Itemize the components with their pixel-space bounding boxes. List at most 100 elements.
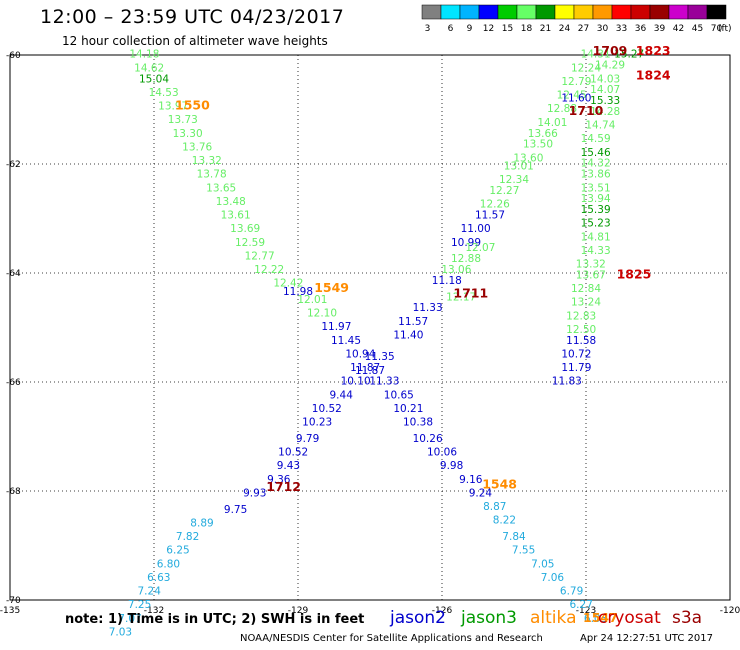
colorbar-swatch: [554, 4, 575, 20]
wave-value-label: 12.34: [499, 174, 529, 186]
colorbar-swatch: [630, 4, 651, 20]
pass-time-label: 1548: [482, 476, 517, 491]
lon-tick-label: -120: [720, 606, 740, 616]
wave-value-label: 9.16: [459, 474, 483, 486]
pass-time-label: 1825: [617, 266, 652, 281]
wave-value-label: 13.06: [441, 264, 471, 276]
wave-value-label: 13.97: [158, 101, 188, 113]
colorbar-label: 70: [711, 24, 723, 34]
wave-value-label: 8.89: [190, 517, 213, 529]
wave-value-label: 13.50: [523, 139, 553, 151]
wave-value-label: 12.88: [547, 103, 577, 115]
wave-value-label: 12.88: [451, 253, 481, 265]
colorbar: 3 6 9 12 15 18 21 24 27 30 33 36 39 42 45 70(ft): [421, 4, 732, 34]
wave-value-label: 11.83: [552, 376, 582, 388]
wave-value-label: 10.06: [427, 447, 457, 459]
wave-value-label: 7.24: [138, 586, 162, 598]
wave-value-label: 7.07: [118, 613, 141, 625]
wave-value-label: 11.57: [398, 316, 428, 328]
pass-time-label: 1824: [636, 68, 671, 83]
wave-value-label: 13.51: [581, 182, 611, 194]
colorbar-swatch: [421, 4, 442, 20]
wave-value-label: 11.97: [321, 321, 351, 333]
colorbar-swatch: [516, 4, 537, 20]
colorbar-swatch: [611, 4, 632, 20]
note-text: note: 1) Time is in UTC; 2) SWH is in fe…: [65, 612, 365, 627]
lon-tick-label: -126: [432, 606, 453, 616]
wave-value-label: 10.52: [278, 447, 308, 459]
wave-value-label: 15.33: [590, 95, 620, 107]
wave-value-label: 12.22: [254, 264, 284, 276]
wave-value-label: 10.23: [302, 417, 332, 429]
colorbar-label: 21: [540, 24, 551, 34]
wave-value-label: 14.62: [134, 62, 164, 74]
wave-value-label: 9.75: [224, 504, 247, 516]
wave-value-label: 14.53: [149, 87, 179, 99]
credit-text: NOAA/NESDIS Center for Satellite Applica…: [240, 633, 543, 644]
page-title: 12:00 – 23:59 UTC 04/23/2017: [40, 6, 345, 28]
wave-value-label: 13.48: [216, 196, 246, 208]
wave-value-label: 12.77: [245, 250, 275, 262]
wave-value-label: 10.38: [403, 417, 433, 429]
wave-value-label: 12.59: [235, 237, 265, 249]
wave-value-label: 13.73: [168, 114, 198, 126]
colorbar-swatch: [649, 4, 670, 20]
pass-time-label: 1550: [175, 98, 210, 113]
wave-value-label: 13.78: [197, 169, 227, 181]
wave-value-label: 12.50: [566, 324, 596, 336]
colorbar-label: 6: [448, 24, 454, 34]
time-labels: 1550 1549 1711 1712 1548 1547 1709 1823 1824 1710…: [175, 43, 671, 625]
legend-jason3: jason3: [461, 608, 517, 628]
wave-value-label: 8.22: [493, 515, 516, 527]
wave-value-label: 9.44: [330, 389, 354, 401]
legend-altika: altika: [530, 608, 577, 628]
pass-time-label: 1549: [314, 280, 349, 295]
wave-value-label: 13.86: [581, 169, 611, 181]
wave-value-label: 14.59: [581, 133, 611, 145]
lon-tick-label: -135: [0, 606, 20, 616]
wave-value-label: 12.83: [566, 310, 596, 322]
colorbar-label: 45: [692, 24, 703, 34]
wave-value-label: 7.06: [541, 572, 565, 584]
wave-value-label: 15.23: [581, 218, 611, 230]
wave-value-label: 9.93: [243, 487, 266, 499]
colorbar-label: 18: [521, 24, 533, 34]
wave-value-label: 11.18: [432, 275, 462, 287]
wave-value-label: 13.60: [513, 152, 543, 164]
colorbar-label: 3: [425, 24, 431, 34]
colorbar-swatch: [592, 4, 613, 20]
wave-value-label: 6.63: [147, 572, 170, 584]
wave-value-label: 13.67: [576, 269, 606, 281]
wave-value-label: 12.84: [571, 283, 601, 295]
wave-value-label: 11.40: [393, 329, 423, 341]
colorbar-label: 33: [616, 24, 627, 34]
wave-value-label: 12.10: [307, 308, 337, 320]
wave-value-label: 6.25: [166, 545, 189, 557]
lat-tick-label: -68: [6, 487, 21, 497]
colorbar-swatch: [497, 4, 518, 20]
wave-value-label: 12.24: [571, 62, 601, 74]
wave-value-label: 9.79: [296, 433, 319, 445]
wave-value-label: 13.32: [192, 155, 222, 167]
wave-value-label: 15.39: [581, 204, 611, 216]
colorbar-swatch: [535, 4, 556, 20]
colorbar-label: 39: [654, 24, 666, 34]
wave-value-label: 13.30: [173, 128, 203, 140]
colorbar-label: 42: [673, 24, 684, 34]
axis-ticks: -135 -132 -129 -126 -123 -120 -60 -62 -64 -66 -68 -…: [0, 51, 740, 616]
wave-value-label: 10.65: [384, 389, 414, 401]
colorbar-label: 36: [635, 24, 647, 34]
colorbar-swatch: [573, 4, 594, 20]
wave-value-label: 15.46: [581, 147, 611, 159]
wave-value-label: 13.32: [576, 259, 606, 271]
wave-value-label: 11.33: [369, 376, 399, 388]
wave-value-label: 9.98: [440, 460, 463, 472]
wave-value-label: 14.03: [590, 73, 620, 85]
lat-tick-label: -60: [6, 51, 21, 61]
wave-value-label: 13.65: [206, 182, 236, 194]
pass-time-label: 1823: [636, 43, 671, 58]
wave-value-label: 15.27: [614, 49, 644, 61]
wave-value-label: 12.17: [446, 291, 476, 303]
lat-tick-label: -66: [6, 378, 21, 388]
